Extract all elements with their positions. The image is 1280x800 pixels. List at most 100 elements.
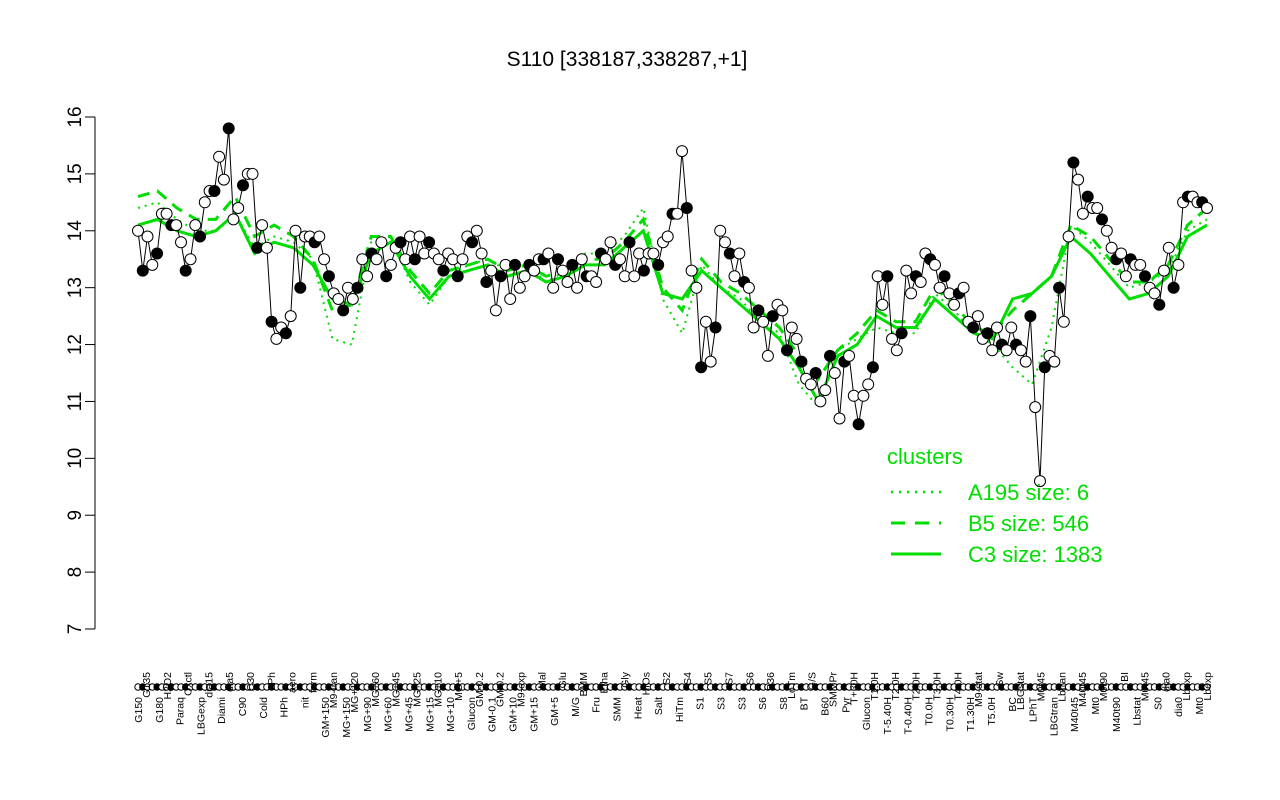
data-point [647,247,660,260]
data-point [380,270,393,283]
data-point [246,167,259,180]
x-tick-label: S8 [778,697,790,710]
data-point [661,230,674,243]
data-point [986,344,999,357]
data-point [141,230,154,243]
data-point [614,253,626,266]
data-point [509,258,521,271]
data-point [571,281,584,294]
x-tick-label: C90 [237,697,249,716]
data-point [194,230,206,243]
data-point [1029,401,1042,414]
x-tick-label: G150 [133,697,145,723]
data-point [795,355,808,368]
data-point [466,236,479,249]
data-point [1014,344,1027,357]
x-tick-label: C30 [245,672,257,691]
data-point [279,327,292,340]
x-tick-label: Heat [632,697,644,719]
data-point [184,253,197,266]
data-point [1148,287,1161,300]
data-point [132,224,144,237]
data-point [862,378,875,391]
x-tick-label: GM+10 [507,697,519,732]
data-point [294,281,307,294]
x-tick-label: Cold [258,697,270,719]
series-line [137,128,1208,482]
data-point [948,298,961,311]
data-point [1062,230,1075,243]
data-point [690,281,703,294]
data-point [728,270,741,283]
data-point [709,321,722,334]
data-point [289,224,302,237]
data-point [1158,264,1170,277]
data-point [456,253,469,266]
data-point [991,321,1003,334]
data-point [1000,344,1013,357]
x-tick-label: T5.0H [986,697,998,726]
data-point [819,384,832,397]
data-point [494,270,507,283]
data-point [552,253,564,266]
x-tick-label: GM-0.2 [474,672,486,707]
data-point [361,270,374,283]
x-tick-label: Lbstat [1132,697,1144,726]
x-tick-label: Lbexp [1181,672,1193,701]
y-tick-label: 15 [65,163,86,184]
data-point [1134,258,1147,271]
x-tick-label: dia0 [1173,697,1185,717]
data-point [136,264,149,277]
data-point [227,213,240,226]
data-point [843,349,856,362]
data-point [1139,270,1151,283]
x-tick-label: HiOs [640,672,652,695]
x-tick-label: T2.0H [890,672,902,701]
data-point [318,253,331,266]
x-tick-label: Diami [216,697,228,724]
data-point [232,202,245,214]
x-tick-label: S4 [682,672,694,685]
x-tick-label: ferm [307,672,319,693]
cluster-line [137,211,1208,405]
data-point [322,270,335,283]
data-point [1201,202,1213,214]
x-tick-label: LBGtran [1048,697,1060,736]
data-point [480,276,493,288]
x-tick-label: MG+60 [383,697,395,732]
data-point [265,315,278,328]
data-point [556,264,569,277]
data-point [208,185,221,197]
data-point [198,196,211,209]
data-point [1067,156,1080,169]
x-tick-label: SMMPr [828,672,840,708]
x-tick-label: Mt0 [1090,697,1102,715]
data-point [905,287,918,300]
data-point [1019,355,1032,368]
data-point [356,253,369,266]
data-point [256,219,269,232]
x-tick-label: S6 [744,672,756,685]
x-tick-label: LBGstat [1015,672,1027,710]
x-tick-label: Glu [557,672,569,689]
data-point [528,264,541,277]
x-axis-labels: G135 H2O2 Oxctl dia15 dia5 C30 LPh aero ferm M9-t… [133,671,1214,737]
data-point [542,247,555,260]
x-tick-label: MG+15 [424,697,436,732]
data-point [1005,321,1018,334]
y-tick-label: 12 [65,334,86,355]
x-tick-label: G/S [807,672,819,690]
x-tick-label: dia5 [224,672,236,692]
x-tick-label: MG+90 [362,697,374,732]
x-tick-label: T0.0H [924,697,936,726]
x-tick-label: S7 [724,672,736,685]
data-point [284,310,297,323]
data-point [833,412,846,425]
legend-label: B5 size: 546 [968,511,1089,536]
data-point [1167,281,1180,294]
data-point [1162,241,1175,254]
x-tick-label: M40t45 [1077,672,1089,707]
x-tick-label: M9-tran [328,672,340,708]
data-point [432,253,445,266]
